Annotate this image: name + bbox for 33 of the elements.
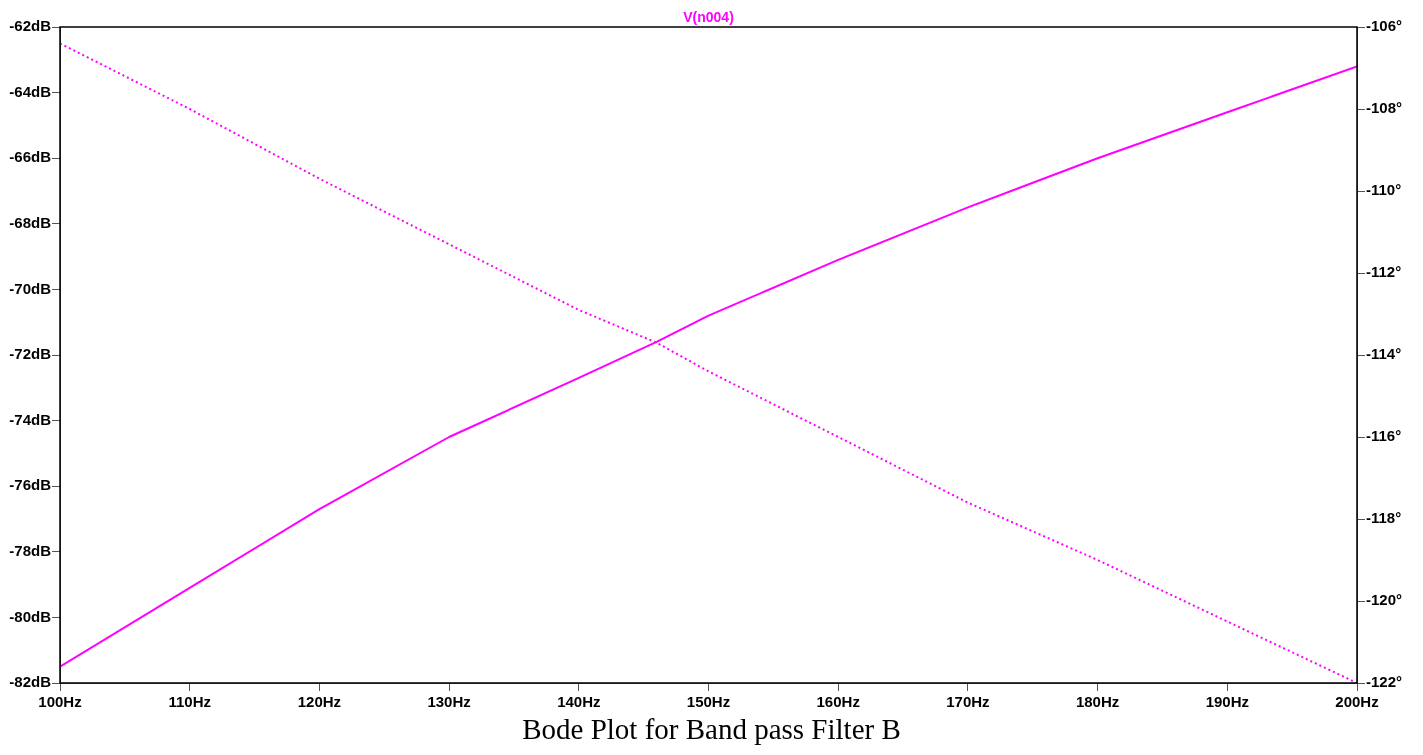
text: Bode Plot for Band pass Filter B: [521, 713, 902, 746]
y2-tick-label: -120°: [1366, 591, 1403, 609]
y2-tick-label: -114°: [1366, 345, 1402, 363]
y2-tick-label: -122°: [1366, 673, 1403, 691]
y2-tick-label: -112°: [1366, 263, 1402, 281]
x-tick-label: 180Hz: [1075, 693, 1120, 711]
y-tick-label: -80dB: [9, 607, 52, 625]
y-tick-label: -66dB: [9, 148, 52, 166]
x-tick-label: 120Hz: [297, 693, 342, 711]
x-tick-label: 100Hz: [38, 693, 82, 711]
y-tick-label: -78dB: [9, 541, 52, 559]
x-tick-label: 150Hz: [686, 693, 731, 711]
x-tick-label: 140Hz: [557, 693, 601, 711]
y-tick-label: -68dB: [9, 213, 52, 231]
y-tick-label: -62dB: [9, 17, 52, 35]
y2-tick-label: -118°: [1366, 509, 1402, 527]
y-tick-label: -76dB: [9, 476, 52, 494]
x-tick-label: 190Hz: [1205, 693, 1249, 711]
x-tick-label: 130Hz: [427, 693, 471, 711]
x-tick-label: 110Hz: [168, 693, 211, 711]
y-tick-label: -64dB: [9, 82, 52, 100]
y-tick-label: -70dB: [9, 279, 52, 297]
x-tick-label: 200Hz: [1335, 693, 1379, 711]
y-tick-label: -82dB: [9, 673, 52, 691]
x-tick-label: 170Hz: [946, 693, 990, 711]
y-tick-label: -74dB: [9, 410, 52, 428]
y2-tick-label: -110°: [1366, 181, 1402, 199]
x-tick-label: 160Hz: [816, 693, 860, 711]
y2-tick-label: -106°: [1366, 17, 1403, 35]
y-tick-label: -72dB: [9, 345, 52, 363]
y2-tick-label: -108°: [1366, 99, 1403, 117]
chart-title: V(n004): [683, 8, 734, 25]
y2-tick-label: -116°: [1366, 427, 1402, 445]
